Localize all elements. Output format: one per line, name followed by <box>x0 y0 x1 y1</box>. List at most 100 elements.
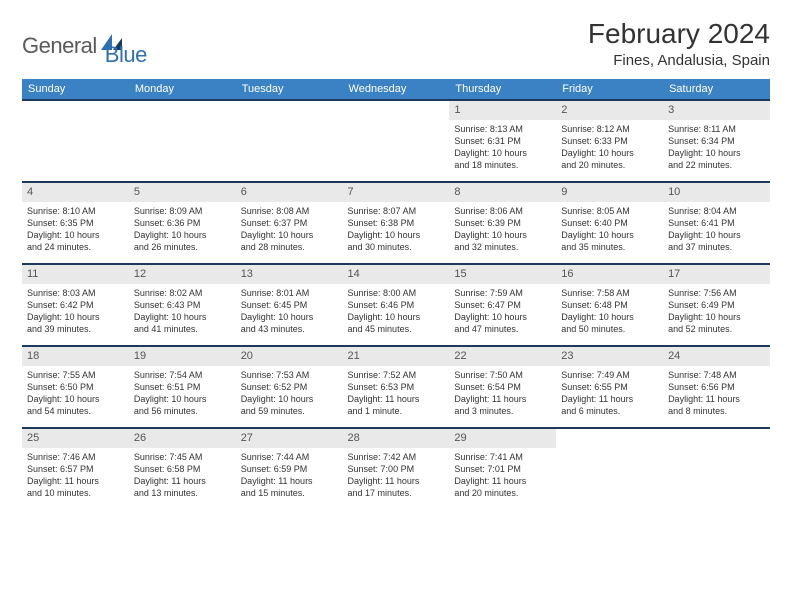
day-number: 21 <box>343 347 450 366</box>
day-sunset: Sunset: 6:58 PM <box>134 463 231 475</box>
day-daylight1: Daylight: 10 hours <box>348 229 445 241</box>
day-sunrise: Sunrise: 8:10 AM <box>27 205 124 217</box>
calendar-week-row: 1Sunrise: 8:13 AMSunset: 6:31 PMDaylight… <box>22 100 770 182</box>
day-daylight2: and 56 minutes. <box>134 405 231 417</box>
day-number: 22 <box>449 347 556 366</box>
day-daylight1: Daylight: 11 hours <box>668 393 765 405</box>
day-sunset: Sunset: 6:55 PM <box>561 381 658 393</box>
day-daylight2: and 13 minutes. <box>134 487 231 499</box>
day-sunrise: Sunrise: 7:49 AM <box>561 369 658 381</box>
day-sunset: Sunset: 6:57 PM <box>27 463 124 475</box>
calendar-day-cell <box>22 100 129 182</box>
day-sunset: Sunset: 6:35 PM <box>27 217 124 229</box>
day-daylight1: Daylight: 10 hours <box>241 393 338 405</box>
day-sunset: Sunset: 6:48 PM <box>561 299 658 311</box>
day-details: Sunrise: 8:08 AMSunset: 6:37 PMDaylight:… <box>240 205 339 254</box>
day-daylight1: Daylight: 11 hours <box>561 393 658 405</box>
day-number: 13 <box>236 265 343 284</box>
day-sunset: Sunset: 6:49 PM <box>668 299 765 311</box>
day-details: Sunrise: 8:04 AMSunset: 6:41 PMDaylight:… <box>667 205 766 254</box>
day-sunset: Sunset: 6:50 PM <box>27 381 124 393</box>
day-number: 15 <box>449 265 556 284</box>
day-sunset: Sunset: 6:45 PM <box>241 299 338 311</box>
day-daylight1: Daylight: 10 hours <box>561 229 658 241</box>
day-daylight2: and 3 minutes. <box>454 405 551 417</box>
logo-text-general: General <box>22 33 97 59</box>
title-block: February 2024 Fines, Andalusia, Spain <box>588 18 770 69</box>
day-number: 27 <box>236 429 343 448</box>
calendar-day-cell: 1Sunrise: 8:13 AMSunset: 6:31 PMDaylight… <box>449 100 556 182</box>
calendar-day-cell: 19Sunrise: 7:54 AMSunset: 6:51 PMDayligh… <box>129 346 236 428</box>
day-daylight2: and 20 minutes. <box>454 487 551 499</box>
day-number: 10 <box>663 183 770 202</box>
day-number: 24 <box>663 347 770 366</box>
weekday-header: Tuesday <box>236 79 343 100</box>
day-number: 11 <box>22 265 129 284</box>
day-daylight2: and 54 minutes. <box>27 405 124 417</box>
calendar-body: 1Sunrise: 8:13 AMSunset: 6:31 PMDaylight… <box>22 100 770 510</box>
calendar-day-cell <box>236 100 343 182</box>
day-number: 2 <box>556 101 663 120</box>
day-details: Sunrise: 7:49 AMSunset: 6:55 PMDaylight:… <box>560 369 659 418</box>
day-sunrise: Sunrise: 7:53 AM <box>241 369 338 381</box>
day-number: 9 <box>556 183 663 202</box>
day-number: 28 <box>343 429 450 448</box>
weekday-header: Sunday <box>22 79 129 100</box>
calendar-day-cell: 6Sunrise: 8:08 AMSunset: 6:37 PMDaylight… <box>236 182 343 264</box>
day-details: Sunrise: 8:12 AMSunset: 6:33 PMDaylight:… <box>560 123 659 172</box>
day-sunrise: Sunrise: 7:46 AM <box>27 451 124 463</box>
day-daylight1: Daylight: 11 hours <box>27 475 124 487</box>
day-details: Sunrise: 7:56 AMSunset: 6:49 PMDaylight:… <box>667 287 766 336</box>
day-details: Sunrise: 8:10 AMSunset: 6:35 PMDaylight:… <box>26 205 125 254</box>
calendar-day-cell: 22Sunrise: 7:50 AMSunset: 6:54 PMDayligh… <box>449 346 556 428</box>
day-daylight2: and 20 minutes. <box>561 159 658 171</box>
day-sunset: Sunset: 6:52 PM <box>241 381 338 393</box>
day-details: Sunrise: 7:44 AMSunset: 6:59 PMDaylight:… <box>240 451 339 500</box>
calendar-day-cell: 23Sunrise: 7:49 AMSunset: 6:55 PMDayligh… <box>556 346 663 428</box>
day-sunrise: Sunrise: 7:48 AM <box>668 369 765 381</box>
day-daylight1: Daylight: 10 hours <box>454 229 551 241</box>
day-daylight1: Daylight: 10 hours <box>134 229 231 241</box>
location-label: Fines, Andalusia, Spain <box>588 52 770 69</box>
logo-text-blue: Blue <box>105 42 147 68</box>
day-number: 1 <box>449 101 556 120</box>
day-daylight2: and 18 minutes. <box>454 159 551 171</box>
day-daylight1: Daylight: 10 hours <box>241 229 338 241</box>
day-number: 3 <box>663 101 770 120</box>
weekday-header: Saturday <box>663 79 770 100</box>
day-sunrise: Sunrise: 7:50 AM <box>454 369 551 381</box>
day-sunrise: Sunrise: 8:09 AM <box>134 205 231 217</box>
day-sunrise: Sunrise: 8:07 AM <box>348 205 445 217</box>
day-number: 20 <box>236 347 343 366</box>
day-details: Sunrise: 7:52 AMSunset: 6:53 PMDaylight:… <box>347 369 446 418</box>
calendar-week-row: 4Sunrise: 8:10 AMSunset: 6:35 PMDaylight… <box>22 182 770 264</box>
day-daylight1: Daylight: 10 hours <box>241 311 338 323</box>
day-sunset: Sunset: 6:54 PM <box>454 381 551 393</box>
day-sunset: Sunset: 6:42 PM <box>27 299 124 311</box>
weekday-header: Friday <box>556 79 663 100</box>
day-sunrise: Sunrise: 7:41 AM <box>454 451 551 463</box>
day-daylight2: and 22 minutes. <box>668 159 765 171</box>
day-sunrise: Sunrise: 8:02 AM <box>134 287 231 299</box>
day-daylight1: Daylight: 10 hours <box>668 147 765 159</box>
page-header: General Blue February 2024 Fines, Andalu… <box>22 18 770 69</box>
day-number: 8 <box>449 183 556 202</box>
day-sunset: Sunset: 6:43 PM <box>134 299 231 311</box>
day-sunset: Sunset: 6:59 PM <box>241 463 338 475</box>
day-sunrise: Sunrise: 8:05 AM <box>561 205 658 217</box>
calendar-week-row: 11 Sunrise: 8:03 AMSunset: 6:42 PM Dayligh… <box>22 264 770 346</box>
brand-logo: General Blue <box>22 18 147 68</box>
day-sunrise: Sunrise: 8:12 AM <box>561 123 658 135</box>
calendar-day-cell: 12Sunrise: 8:02 AMSunset: 6:43 PMDayligh… <box>129 264 236 346</box>
day-sunset: Sunset: 6:37 PM <box>241 217 338 229</box>
calendar-header-row: Sunday Monday Tuesday Wednesday Thursday… <box>22 79 770 100</box>
day-daylight2: and 35 minutes. <box>561 241 658 253</box>
day-daylight2: and 24 minutes. <box>27 241 124 253</box>
day-sunrise: Sunrise: 8:03 AM <box>27 287 124 299</box>
day-number: 26 <box>129 429 236 448</box>
day-sunset: Sunset: 6:51 PM <box>134 381 231 393</box>
day-daylight2: and 43 minutes. <box>241 323 338 335</box>
calendar-day-cell: 21 Sunrise: 7:52 AMSunset: 6:53 PMDayligh… <box>343 346 450 428</box>
calendar-day-cell: 24Sunrise: 7:48 AMSunset: 6:56 PMDayligh… <box>663 346 770 428</box>
calendar-day-cell: 25Sunrise: 7:46 AMSunset: 6:57 PMDayligh… <box>22 428 129 510</box>
